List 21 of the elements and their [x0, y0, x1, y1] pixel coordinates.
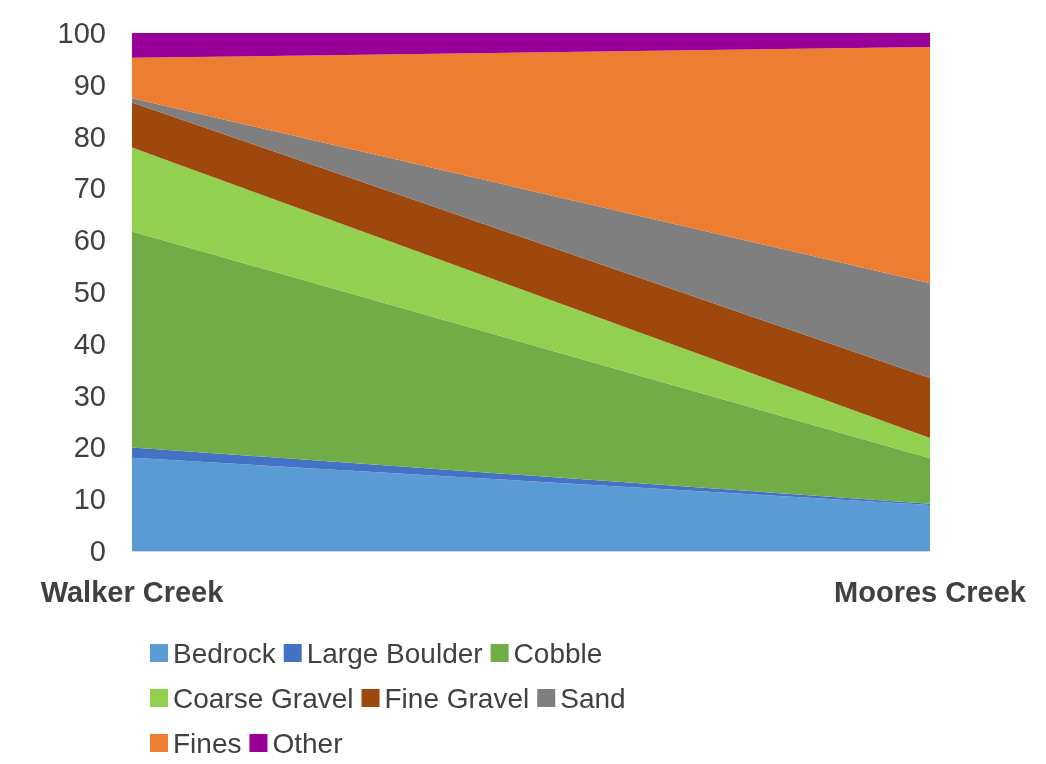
y-tick-label: 70 — [73, 172, 106, 205]
legend-label: Other — [272, 727, 343, 759]
y-tick-label: 60 — [73, 224, 106, 257]
x-tick-label: Moores Creek — [834, 575, 1027, 608]
legend-label: Cobble — [513, 637, 603, 669]
y-tick-label: 50 — [73, 276, 106, 308]
y-tick-label: 10 — [73, 483, 106, 516]
y-tick-label: 30 — [73, 379, 106, 412]
y-tick-label: 40 — [73, 327, 106, 360]
legend-label: Fine Gravel — [384, 682, 530, 714]
y-tick-label: 80 — [73, 120, 106, 153]
legend-label: Fines — [173, 727, 242, 759]
legend-label: Sand — [560, 682, 626, 714]
legend-label: Bedrock — [173, 637, 277, 669]
x-tick-label: Walker Creek — [40, 575, 225, 608]
y-tick-label: 20 — [73, 431, 106, 464]
legend-label: Large Boulder — [306, 637, 483, 669]
y-tick-label: 100 — [57, 17, 106, 49]
legend-label: Coarse Gravel — [173, 682, 354, 714]
y-tick-label: 0 — [89, 535, 106, 567]
y-tick-label: 90 — [73, 68, 106, 101]
